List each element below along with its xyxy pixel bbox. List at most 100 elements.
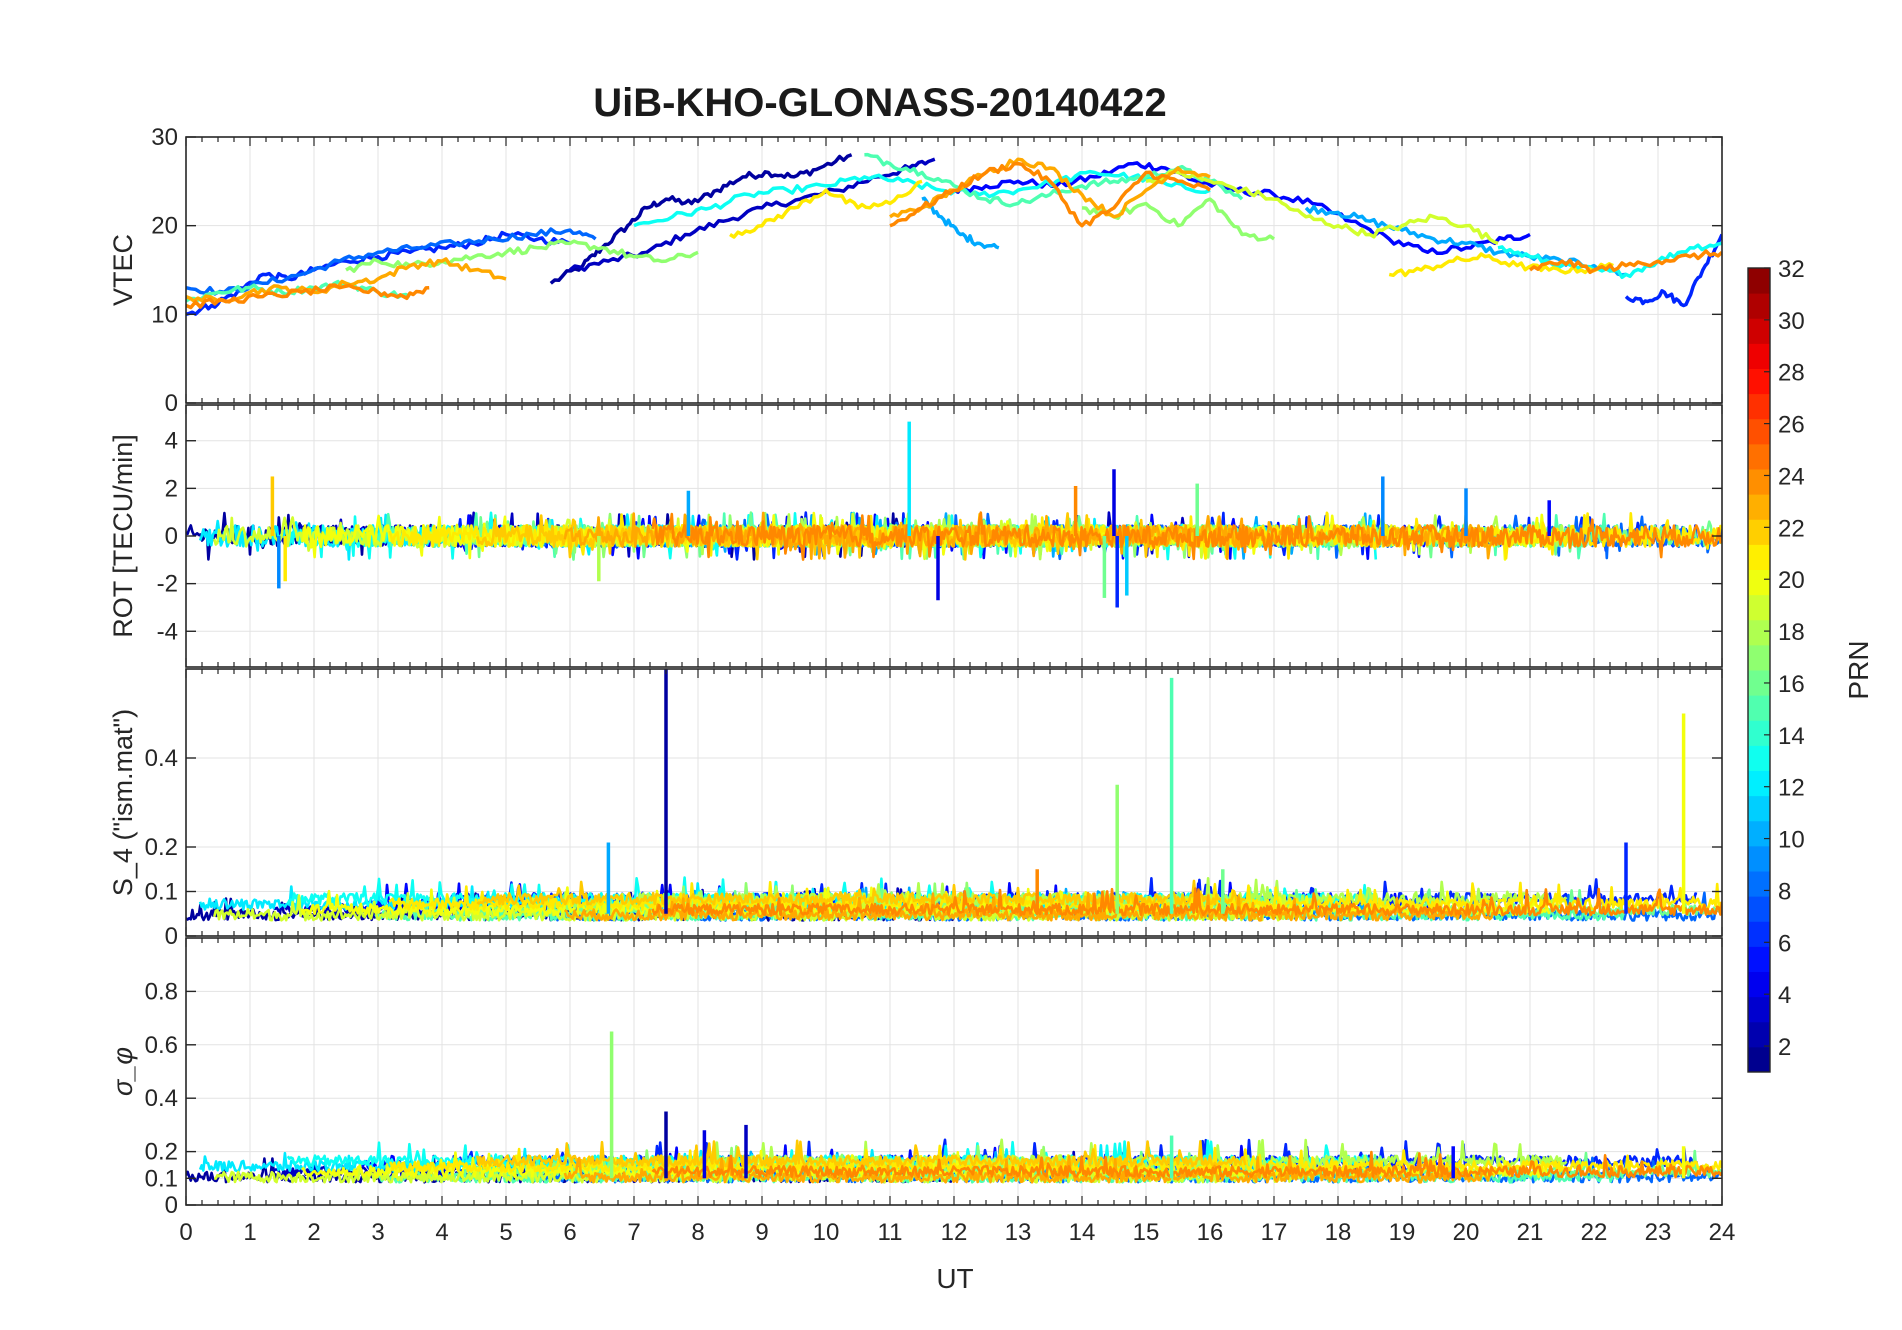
y-tick-label: 0.8 [145,978,178,1005]
colorbar-segment [1748,845,1770,872]
panel-s4-data [186,669,1722,922]
x-tick-label: 13 [1005,1219,1032,1246]
vtec-series-prn-23-17 [186,257,507,304]
colorbar-segment [1748,670,1770,696]
y-tick-label: 0 [165,923,178,950]
x-axis: 0 1 2 3 4 5 6 7 8 9 10 11 12 13 14 15 16 17 18 19 20 21 22 23 24 [179,1219,1735,1246]
sigma_phi-series-prn-24 [651,1150,1722,1179]
y-tick-label: 0.2 [145,1139,178,1166]
y-tick-label: 4 [165,428,178,455]
colorbar-tick-label: 6 [1778,930,1791,957]
colorbar-tick-label: 14 [1778,723,1805,750]
y-axis-label-rot: ROT [TECU/min] [108,434,138,638]
colorbar-segment [1748,569,1770,596]
colorbar-tick-label: 4 [1778,982,1791,1009]
vtec-series-prn-21-16 [1388,252,1614,278]
colorbar-segment [1748,820,1770,847]
y-tick-label: -2 [157,571,178,598]
x-tick-label: 19 [1389,1219,1416,1246]
x-tick-label: 7 [627,1219,640,1246]
colorbar-tick-label: 24 [1778,463,1805,490]
colorbar-segment [1748,343,1770,369]
vtec-series-prn-17-12 [345,239,699,273]
y-tick-label: -4 [157,618,178,645]
colorbar-tick-label: 26 [1778,412,1805,439]
panel-s4-x-ticks [185,669,1723,936]
colorbar-segment [1748,971,1770,998]
vtec-series-prn-13-9 [1497,241,1722,280]
x-tick-label: 8 [691,1219,704,1246]
x-axis-label: UT [936,1263,973,1294]
colorbar-tick-label: 30 [1778,308,1805,335]
vtec-series-prn-24-20 [889,161,1212,228]
colorbar-tick-label: 12 [1778,775,1805,802]
colorbar-segment [1748,1046,1770,1073]
x-tick-label: 9 [755,1219,768,1246]
y-tick-label: 2 [165,475,178,502]
y-tick-label: 0 [165,523,178,550]
y-tick-label: 0.1 [145,1165,178,1192]
x-tick-label: 3 [371,1219,384,1246]
x-tick-label: 1 [243,1219,256,1246]
y-tick-label: 0.4 [145,1085,178,1112]
colorbar-segment [1748,368,1770,395]
vtec-series-prn-10-7 [1304,204,1627,277]
rot-series-prn-24 [651,511,1722,561]
vtec-series-prn-6-3 [186,230,571,316]
colorbar-segment [1748,619,1770,646]
y-tick-label: 0.6 [145,1032,178,1059]
s4-series-prn-24 [651,887,1722,917]
x-tick-label: 18 [1325,1219,1352,1246]
colorbar-segment [1748,393,1770,420]
colorbar-tick-label: 20 [1778,567,1805,594]
panel-rot: -4 -2 0 2 4 ROT [TECU/min] [108,404,1723,668]
colorbar-segment [1748,695,1770,721]
x-tick-label: 14 [1069,1219,1096,1246]
x-tick-label: 12 [941,1219,968,1246]
y-tick-label: 0.2 [145,834,178,861]
rot-series-prn-20 [301,511,1552,561]
colorbar-segment [1748,268,1770,294]
y-axis-label-vtec: VTEC [108,234,138,306]
colorbar-segment [1748,494,1770,520]
colorbar-segment [1748,544,1770,570]
colorbar-segment [1748,318,1770,344]
colorbar-segment [1748,594,1770,621]
colorbar-segment [1748,469,1770,495]
x-tick-label: 0 [179,1219,192,1246]
colorbar-tick-label: 28 [1778,360,1805,387]
y-axis-label-sigma-phi: σ_φ [108,1047,138,1096]
colorbar-segment [1748,418,1770,445]
panel-rot-data [186,421,1722,608]
panel-rot-y-ticks: -4 -2 0 2 4 [157,428,1722,645]
vtec-series-prn-13-8 [633,169,1211,228]
vtec-series-prn-10-6 [921,196,1000,250]
colorbar-segment [1748,644,1770,671]
x-tick-label: 21 [1517,1219,1544,1246]
x-tick-label: 17 [1261,1219,1288,1246]
colorbar-segment [1748,745,1770,771]
colorbar-frame [1747,267,1771,1073]
y-tick-label: 0 [165,1192,178,1219]
vtec-series-prn-6-4 [1624,233,1722,308]
colorbar-segment [1748,871,1770,897]
colorbar-segment [1748,519,1770,545]
colorbar-segment [1748,770,1770,797]
colorbar-tick-label: 18 [1778,619,1805,646]
colorbar-tick-label: 10 [1778,827,1805,854]
colorbar-segment [1748,795,1770,822]
y-tick-label: 30 [151,124,178,151]
x-tick-label: 10 [813,1219,840,1246]
x-tick-label: 20 [1453,1219,1480,1246]
x-tick-label: 2 [307,1219,320,1246]
x-tick-label: 24 [1709,1219,1736,1246]
x-tick-label: 6 [563,1219,576,1246]
colorbar-label: PRN [1843,640,1874,699]
vtec-series-prn-19-14 [1145,169,1499,246]
x-tick-label: 5 [499,1219,512,1246]
x-tick-label: 15 [1133,1219,1160,1246]
colorbar-tick-label: 22 [1778,515,1805,542]
